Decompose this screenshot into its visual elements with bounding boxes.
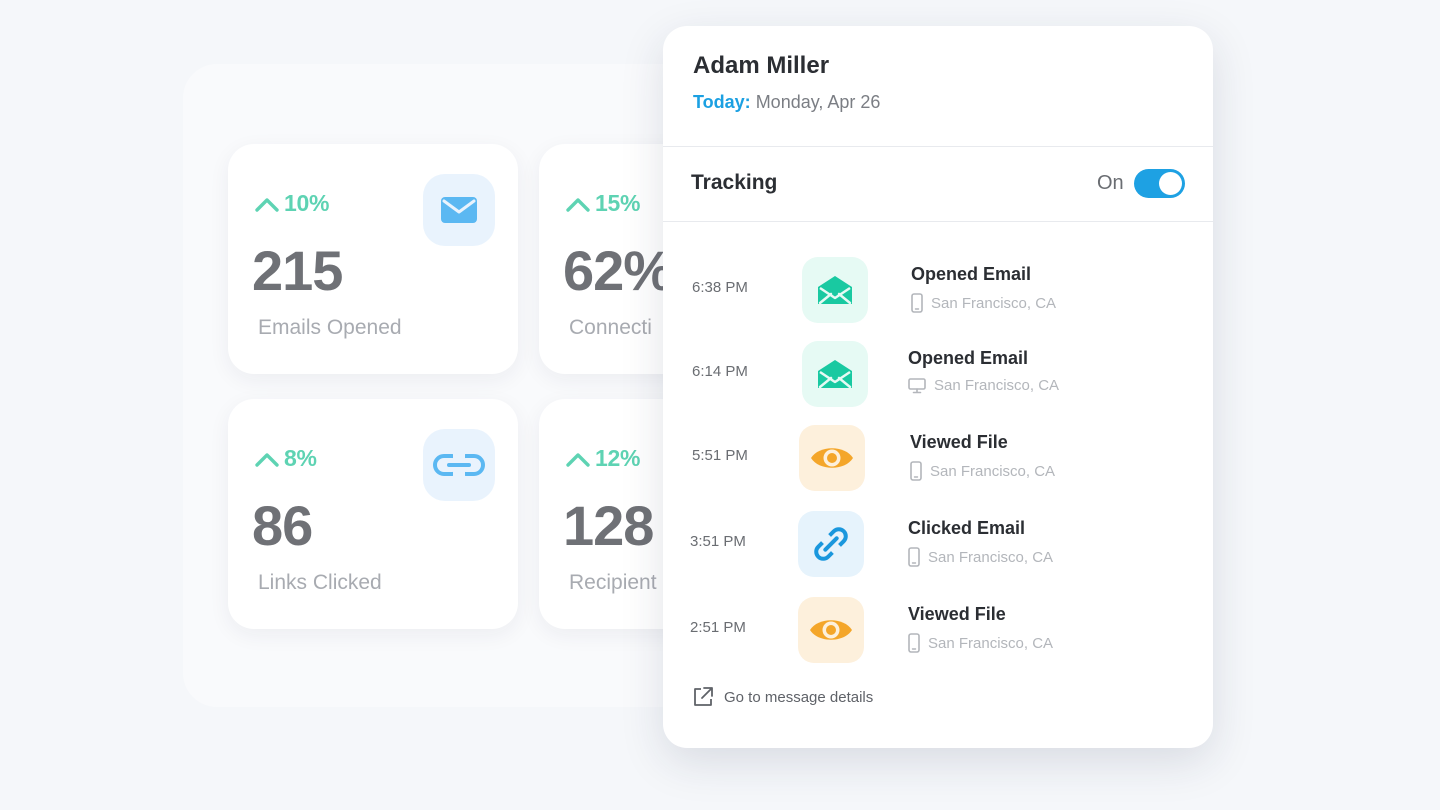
event-location: San Francisco, CA [910,461,1055,481]
location-text: San Francisco, CA [928,634,1054,652]
trend-value: 8% [284,445,317,471]
today-label: Today: [693,92,751,112]
event-title: Opened Email [911,264,1032,284]
trend-indicator: 12% [565,445,640,472]
trend-value: 10% [284,190,330,216]
eye-icon [811,448,853,468]
arrow-up-icon [566,197,590,212]
event-title: Clicked Email [908,518,1026,538]
link-icon-tile [798,511,864,577]
arrow-up-icon [566,452,590,467]
date-line: Today: Monday, Apr 26 [693,92,880,113]
event-location: San Francisco, CA [908,377,1059,394]
event-time: 6:38 PM [692,279,748,296]
divider [663,146,1213,147]
event-title: Viewed File [910,432,1008,452]
event-location: San Francisco, CA [908,633,1053,653]
stat-value: 86 [252,494,313,557]
trend-indicator: 8% [254,445,317,472]
stat-value: 215 [252,239,343,302]
date-value: Monday, Apr 26 [755,92,881,112]
location-text: San Francisco, CA [928,548,1054,566]
message-details-link[interactable]: Go to message details [692,686,873,708]
event-time: 2:51 PM [690,619,746,636]
open-envelope-icon [818,276,852,305]
event-time: 5:51 PM [692,447,748,464]
tracking-label: Tracking [691,171,778,194]
activity-item[interactable]: 2:51 PM Viewed File San Francisco, CA [663,595,1213,665]
arrow-up-icon [255,197,279,212]
open-envelope-icon-tile [802,257,868,323]
eye-icon-tile [798,597,864,663]
open-envelope-icon-tile [802,341,868,407]
tracking-toggle[interactable] [1134,169,1185,198]
trend-value: 15% [595,190,641,216]
desktop-icon [908,377,926,393]
link-icon-badge [423,429,495,501]
open-envelope-icon [818,360,852,389]
activity-item[interactable]: 5:51 PM Viewed File San Francisco, CA [663,423,1213,493]
eye-icon [810,620,852,640]
stat-card-emails-opened[interactable]: 10% 215 Emails Opened [228,144,518,374]
toggle-state-label: On [1097,172,1124,194]
contact-name: Adam Miller [693,52,830,79]
activity-panel: Adam Miller Today: Monday, Apr 26 Tracki… [663,26,1213,748]
activity-item[interactable]: 6:14 PM Opened Email San Francisco, CA [663,339,1213,409]
arrow-up-icon [255,452,279,467]
mobile-icon [910,461,922,481]
event-time: 6:14 PM [692,363,748,380]
mobile-icon [908,633,920,653]
eye-icon-tile [799,425,865,491]
trend-value: 12% [595,445,641,471]
activity-item[interactable]: 6:38 PM Opened Email San Francisco, CA [663,255,1213,325]
event-location: San Francisco, CA [908,547,1053,567]
location-text: San Francisco, CA [931,294,1057,312]
event-location: San Francisco, CA [911,293,1056,313]
stat-label: Recipient [569,571,657,594]
message-details-label: Go to message details [724,688,874,706]
link-icon [814,527,848,561]
stat-value: 128 [563,494,654,557]
envelope-icon [441,197,477,223]
external-link-icon [694,687,713,706]
location-text: San Francisco, CA [930,462,1056,480]
link-icon [433,452,485,478]
envelope-icon-badge [423,174,495,246]
toggle-knob [1159,172,1182,195]
trend-indicator: 10% [254,190,329,217]
stat-card-links-clicked[interactable]: 8% 86 Links Clicked [228,399,518,629]
location-text: San Francisco, CA [934,377,1060,394]
divider [663,221,1213,222]
event-time: 3:51 PM [690,533,746,550]
stat-label: Connecti [569,316,652,339]
activity-item[interactable]: 3:51 PM Clicked Email San Francisco, CA [663,509,1213,579]
trend-indicator: 15% [565,190,640,217]
stat-label: Links Clicked [258,571,382,594]
mobile-icon [908,547,920,567]
event-title: Viewed File [908,604,1006,624]
mobile-icon [911,293,923,313]
event-title: Opened Email [908,348,1029,368]
stat-value: 62% [563,239,673,302]
stat-label: Emails Opened [258,316,402,339]
